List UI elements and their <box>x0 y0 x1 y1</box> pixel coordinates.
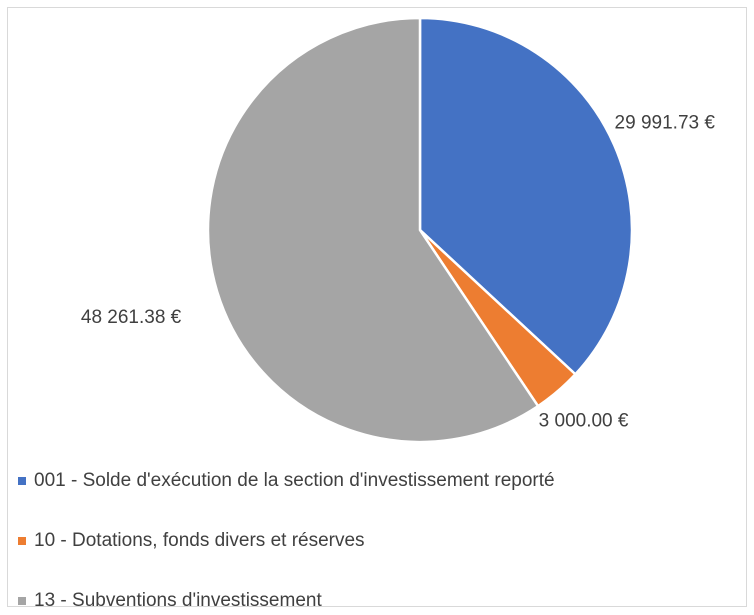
legend-swatch <box>18 597 26 605</box>
data-label: 29 991.73 € <box>615 112 716 133</box>
legend-label: 001 - Solde d'exécution de la section d'… <box>34 470 555 491</box>
data-label: 48 261.38 € <box>81 307 182 328</box>
pie-slice <box>418 16 634 377</box>
pie-slice <box>206 16 540 444</box>
legend-swatch <box>18 477 26 485</box>
data-label: 3 000.00 € <box>539 411 629 432</box>
legend-label: 13 - Subventions d'investissement <box>34 590 322 611</box>
legend-swatch <box>18 537 26 545</box>
legend-label: 10 - Dotations, fonds divers et réserves <box>34 530 365 551</box>
